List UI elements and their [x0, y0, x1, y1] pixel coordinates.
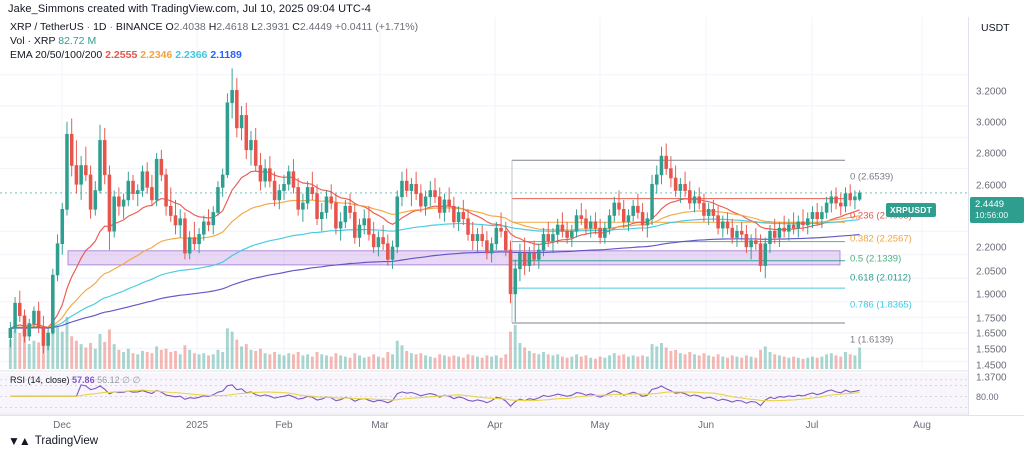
time-tick-feb: Feb [275, 420, 293, 431]
current-price-tag[interactable]: 2.4449 10:56:00 [970, 196, 1024, 223]
legend-symbol[interactable]: XRP / TetherUS [10, 21, 84, 33]
chart-canvas [0, 17, 968, 415]
legend-open-label: O [165, 21, 174, 33]
rsi-legend[interactable]: RSI (14, close) 57.86 56.12 ∅ ∅ [10, 375, 140, 386]
legend-ema-row[interactable]: EMA 20/50/100/200 2.2555 2.2346 2.2366 2… [10, 49, 418, 62]
fib-level-label-0-382: 0.382 (2.2567) [850, 233, 912, 245]
legend-open-value: 2.4038 [173, 21, 206, 33]
tradingview-logo-icon: ▼▲ [8, 434, 31, 448]
legend-exchange[interactable]: BINANCE [115, 21, 163, 33]
fib-level-label-0-618: 0.618 (2.0112) [850, 272, 912, 284]
legend-change: +0.0411 (+1.71%) [334, 21, 419, 33]
price-tick-8: 1.6500 [976, 328, 1007, 340]
current-price-time: 10:56:00 [975, 209, 1009, 220]
legend-sep-1: · [86, 21, 91, 33]
rsi-ma-value: 56.12 [97, 375, 120, 385]
price-axis[interactable]: USDT 3.2000 3.0000 2.8000 2.6000 2.2000 2.050… [968, 17, 1024, 429]
rsi-label: RSI (14, close) [10, 375, 70, 385]
legend-interval[interactable]: 1D [93, 21, 107, 33]
time-tick-apr: Apr [487, 420, 503, 431]
current-price-value: 2.4449 [975, 198, 1005, 210]
legend-ema50-value: 2.2346 [140, 49, 173, 61]
price-axis-unit: USDT [981, 22, 1010, 34]
legend-ema20-value: 2.2555 [105, 49, 138, 61]
price-tick-10: 1.4500 [976, 360, 1007, 372]
time-tick-2025: 2025 [185, 420, 209, 431]
legend-high-label: H [208, 21, 217, 33]
price-tick-9: 1.5500 [976, 344, 1007, 356]
legend-volume-value: 82.72 M [58, 35, 97, 47]
time-tick-aug: Aug [913, 420, 931, 431]
time-tick-may: May [590, 420, 610, 431]
price-tick-1: 3.0000 [976, 117, 1007, 129]
legend-volume-label: Vol · XRP [10, 35, 56, 47]
price-tick-2: 2.8000 [976, 148, 1007, 160]
legend-close-value: 2.4449 [299, 21, 332, 33]
fib-level-label-1: 1 (1.6139) [850, 334, 894, 346]
chart-legend: XRP / TetherUS · 1D · BINANCE O2.4038 H2… [10, 21, 418, 63]
fib-level-label-0: 0 (2.6539) [850, 171, 894, 183]
price-tick-11: 1.3700 [976, 372, 1007, 384]
time-tick-dec: Dec [53, 420, 71, 431]
price-tick-5: 2.0500 [976, 266, 1007, 278]
chart-plot-area[interactable] [0, 17, 968, 415]
time-tick-jun: Jun [697, 420, 715, 431]
hide-icon[interactable]: ∅ [122, 375, 130, 385]
legend-ema-label: EMA 20/50/100/200 [10, 49, 103, 61]
price-tick-6: 1.9000 [976, 289, 1007, 301]
legend-symbol-row[interactable]: XRP / TetherUS · 1D · BINANCE O2.4038 H2… [10, 21, 418, 34]
legend-ema100-value: 2.2366 [175, 49, 208, 61]
chart-frame: XRP / TetherUS · 1D · BINANCE O2.4038 H2… [0, 17, 1024, 429]
fib-level-label-0-786: 0.786 (1.8365) [850, 299, 912, 311]
tradingview-wordmark: TradingView [34, 435, 99, 447]
price-tick-7: 1.7500 [976, 313, 1007, 325]
fib-level-label-0-236: 0.236 (2.4085) [850, 210, 912, 222]
legend-close-label: C [292, 21, 300, 33]
symbol-price-tag[interactable]: XRPUSDT [885, 202, 936, 217]
legend-low-value: 2.3931 [257, 21, 290, 33]
rsi-value: 57.86 [72, 375, 95, 385]
legend-sep-2: · [109, 21, 113, 33]
footer: ▼▲ TradingView [8, 434, 98, 448]
rsi-tick-0: 80.00 [976, 391, 999, 402]
legend-ema200-value: 2.1189 [210, 49, 242, 61]
price-tick-0: 3.2000 [976, 86, 1007, 98]
price-tick-3: 2.6000 [976, 180, 1007, 192]
hide-icon-2[interactable]: ∅ [132, 375, 141, 385]
time-tick-jul: Jul [805, 420, 819, 431]
fib-level-label-0-5: 0.5 (2.1339) [850, 253, 902, 265]
attribution-text: Jake_Simmons created with TradingView.co… [8, 3, 371, 15]
price-tick-4: 2.2000 [976, 242, 1007, 254]
time-axis[interactable]: Dec 2025 Feb Mar Apr May Jun Jul Aug [0, 415, 1024, 436]
legend-volume-row[interactable]: Vol · XRP 82.72 M [10, 35, 418, 48]
legend-high-value: 2.4618 [216, 21, 249, 33]
time-tick-mar: Mar [371, 420, 389, 431]
legend-low-label: L [251, 21, 258, 33]
